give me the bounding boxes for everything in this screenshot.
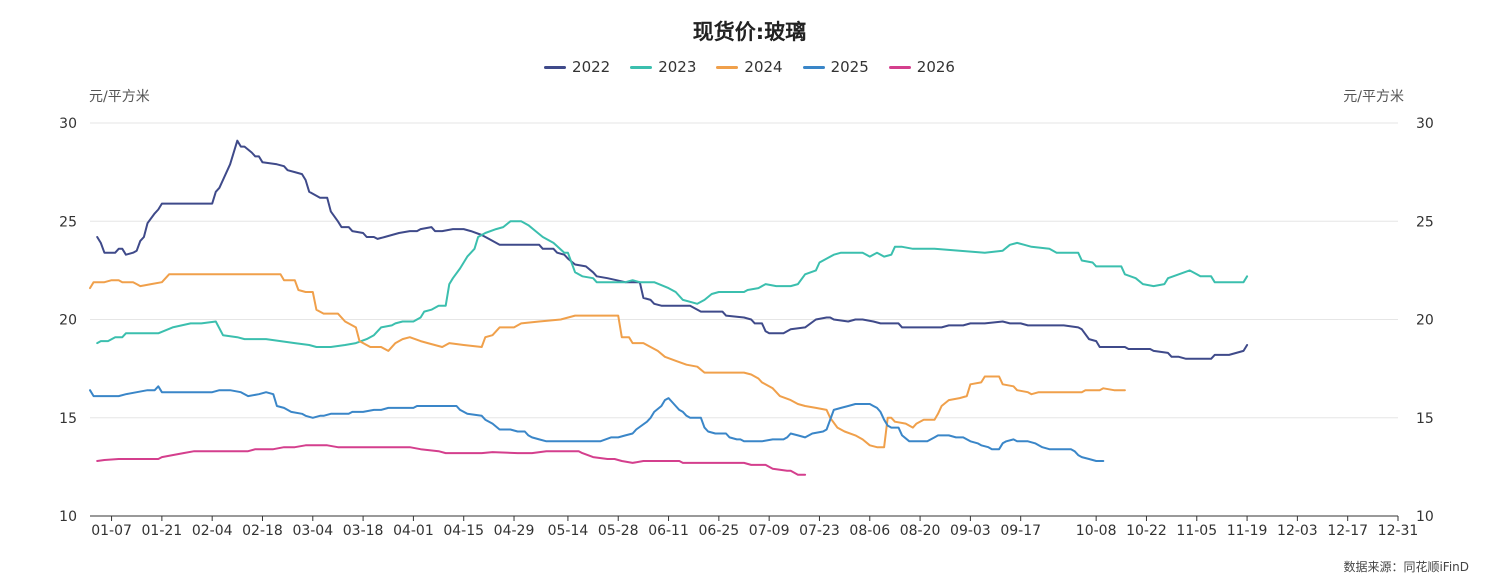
x-tick-label: 08-06	[849, 523, 890, 539]
x-tick-label: 02-04	[192, 523, 233, 539]
legend-swatch	[802, 65, 825, 69]
x-tick-label: 05-14	[548, 523, 589, 539]
chart-title: 现货价:玻璃	[692, 20, 807, 44]
left-axis-unit: 元/平方米	[89, 89, 150, 105]
y-tick-label-left: 30	[59, 116, 77, 132]
x-tick-label: 03-18	[343, 523, 384, 539]
legend-label: 2024	[744, 58, 783, 76]
legend-item-2022[interactable]: 2022	[544, 58, 610, 76]
x-tick-label: 04-29	[494, 523, 535, 539]
x-tick-label: 02-18	[242, 523, 283, 539]
y-tick-label-right: 25	[1416, 214, 1434, 230]
legend-swatch	[544, 65, 567, 69]
x-tick-label: 04-15	[443, 523, 484, 539]
y-tick-label-left: 15	[59, 411, 77, 427]
legend-label: 2022	[572, 58, 611, 76]
legend-item-2024[interactable]: 2024	[716, 58, 783, 76]
x-tick-label: 06-11	[648, 523, 689, 539]
y-tick-label-left: 25	[59, 214, 77, 230]
x-tick-label: 10-08	[1076, 523, 1117, 539]
series-line-2022	[96, 139, 1249, 360]
x-tick-label: 11-19	[1227, 523, 1268, 539]
legend-label: 2026	[916, 58, 955, 76]
series-line-2024	[89, 273, 1126, 449]
right-axis-unit: 元/平方米	[1343, 89, 1404, 105]
y-tick-label-left: 20	[59, 313, 77, 329]
x-tick-label: 12-03	[1277, 523, 1318, 539]
legend-label: 2025	[830, 58, 869, 76]
x-tick-label: 10-22	[1126, 523, 1167, 539]
x-tick-label: 01-21	[142, 523, 183, 539]
legend-label: 2023	[658, 58, 697, 76]
legend-swatch	[630, 65, 653, 69]
x-tick-label: 03-04	[292, 523, 333, 539]
y-tick-label-right: 20	[1416, 313, 1434, 329]
data-source-note: 数据来源：同花顺iFinD	[1343, 560, 1469, 574]
x-tick-label: 12-17	[1327, 523, 1368, 539]
x-tick-label: 11-05	[1176, 523, 1217, 539]
legend-item-2026[interactable]: 2026	[888, 58, 955, 76]
y-tick-label-right: 30	[1416, 116, 1434, 132]
x-tick-label: 12-31	[1378, 523, 1419, 539]
x-tick-label: 09-03	[950, 523, 991, 539]
x-tick-label: 08-20	[900, 523, 941, 539]
x-tick-label: 06-25	[699, 523, 740, 539]
y-tick-label-left: 10	[59, 509, 77, 525]
series-line-2026	[96, 444, 807, 476]
chart-legend: 2022 2023 2024 2025 2026	[0, 58, 1499, 76]
x-tick-label: 05-28	[598, 523, 639, 539]
y-tick-label-right: 15	[1416, 411, 1434, 427]
series-line-2023	[96, 220, 1249, 348]
legend-item-2023[interactable]: 2023	[630, 58, 696, 76]
x-tick-label: 09-17	[1000, 523, 1041, 539]
x-tick-label: 07-09	[749, 523, 790, 539]
x-tick-label: 07-23	[799, 523, 840, 539]
y-tick-label-right: 10	[1416, 509, 1434, 525]
x-tick-label: 01-07	[91, 523, 132, 539]
legend-swatch	[888, 65, 911, 69]
legend-swatch	[716, 65, 739, 69]
legend-item-2025[interactable]: 2025	[802, 58, 869, 76]
series-line-2025	[89, 385, 1105, 462]
x-tick-label: 04-01	[393, 523, 434, 539]
